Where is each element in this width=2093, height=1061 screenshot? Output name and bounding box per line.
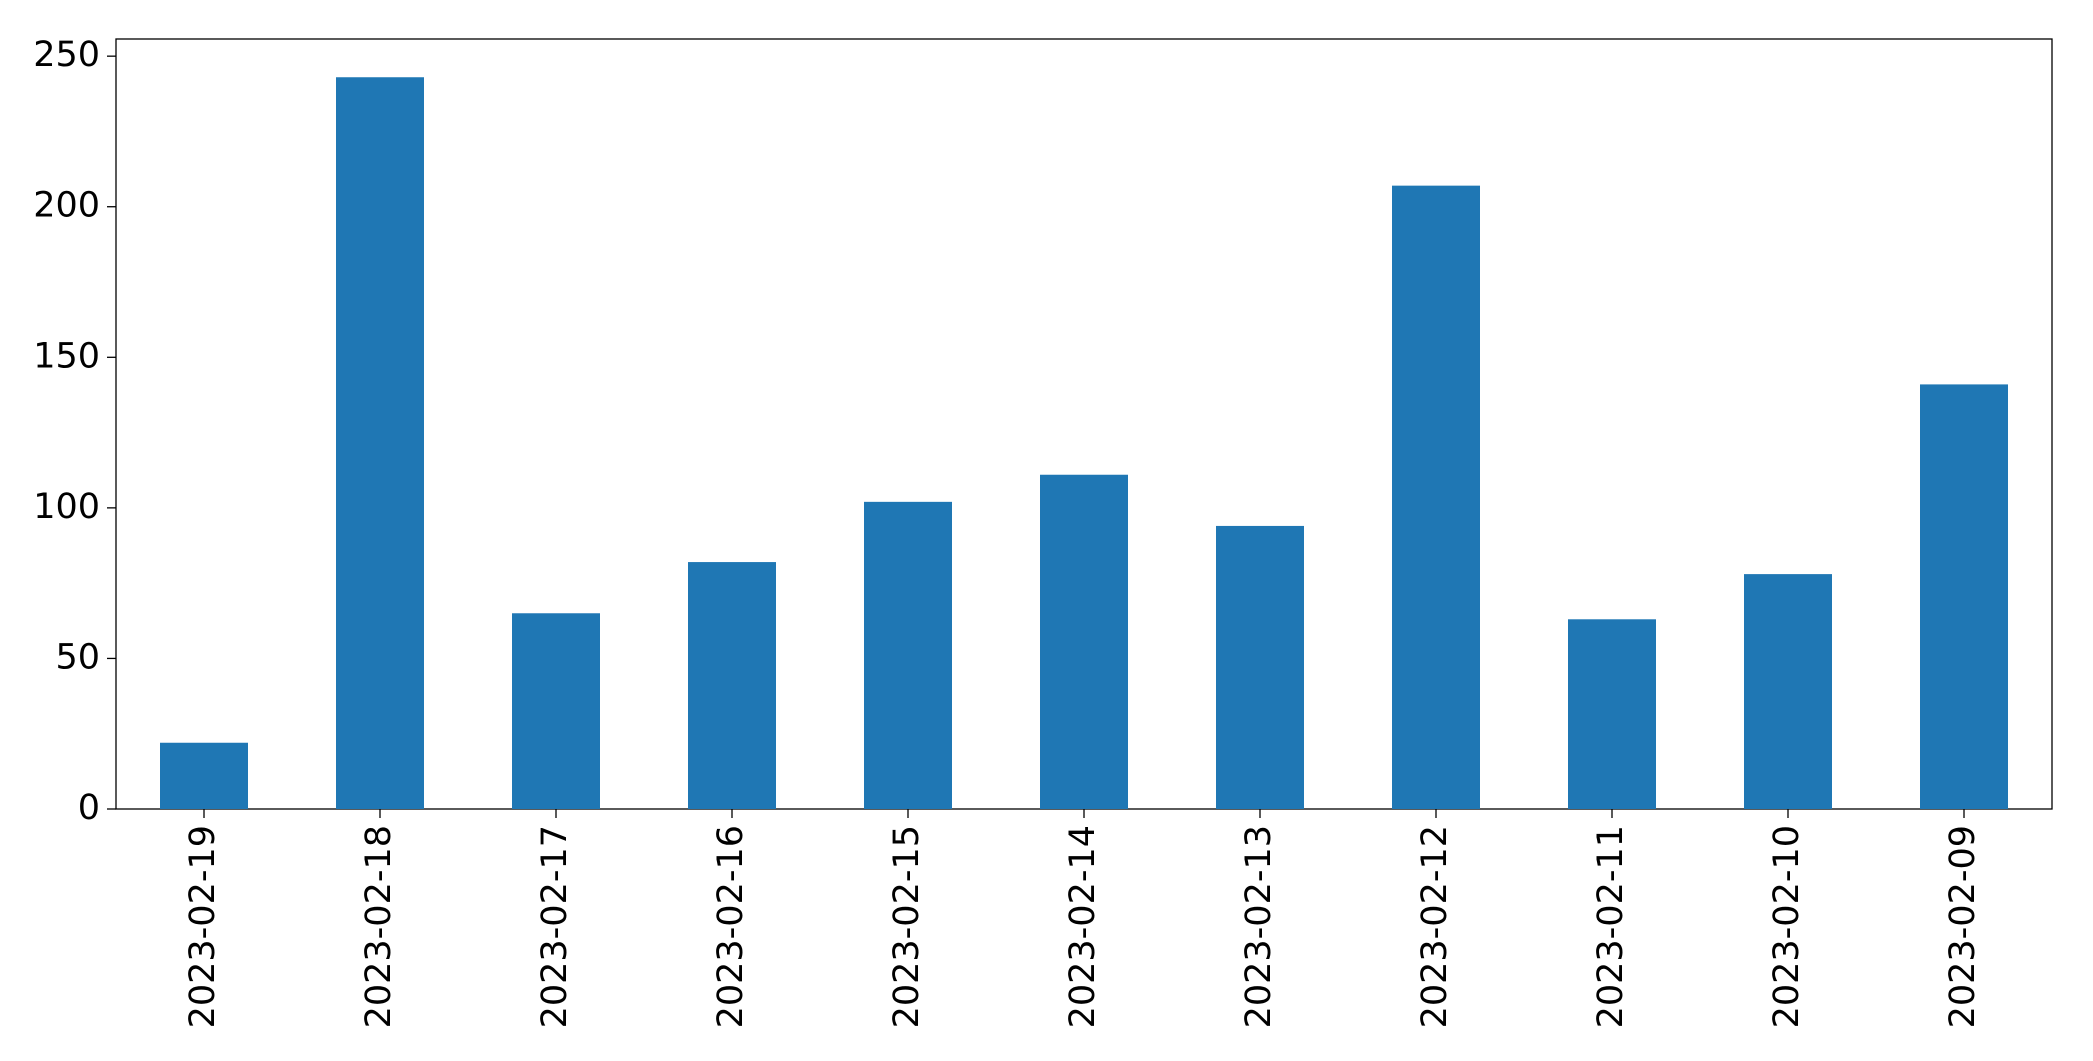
bar <box>336 77 424 810</box>
bar <box>1040 474 1128 809</box>
y-tick-label: 0 <box>78 788 100 828</box>
x-tick-label: 2023-02-13 <box>1239 825 1279 1028</box>
y-tick-label: 250 <box>33 35 100 75</box>
y-tick-label: 50 <box>55 637 100 677</box>
y-tick-label: 150 <box>33 336 100 376</box>
x-tick-label: 2023-02-19 <box>183 825 223 1028</box>
x-tick-label: 2023-02-16 <box>711 825 751 1028</box>
x-tick-label: 2023-02-12 <box>1415 825 1455 1028</box>
x-tick-label: 2023-02-11 <box>1591 825 1631 1028</box>
y-tick-label: 200 <box>33 186 100 226</box>
bar <box>1216 525 1304 809</box>
bar <box>1392 185 1480 809</box>
x-tick-label: 2023-02-17 <box>535 825 575 1028</box>
y-tick-label: 100 <box>33 487 100 527</box>
x-tick-label: 2023-02-15 <box>887 825 927 1028</box>
x-tick-label: 2023-02-09 <box>1943 825 1983 1028</box>
bar <box>160 742 248 809</box>
bar <box>1920 384 2008 809</box>
bar <box>864 501 952 809</box>
bar <box>1568 619 1656 809</box>
bar <box>688 562 776 809</box>
x-tick-label: 2023-02-14 <box>1063 825 1103 1028</box>
bar <box>1744 574 1832 809</box>
x-tick-label: 2023-02-10 <box>1767 825 1807 1028</box>
x-tick-label: 2023-02-18 <box>359 825 399 1028</box>
bar <box>512 613 600 809</box>
